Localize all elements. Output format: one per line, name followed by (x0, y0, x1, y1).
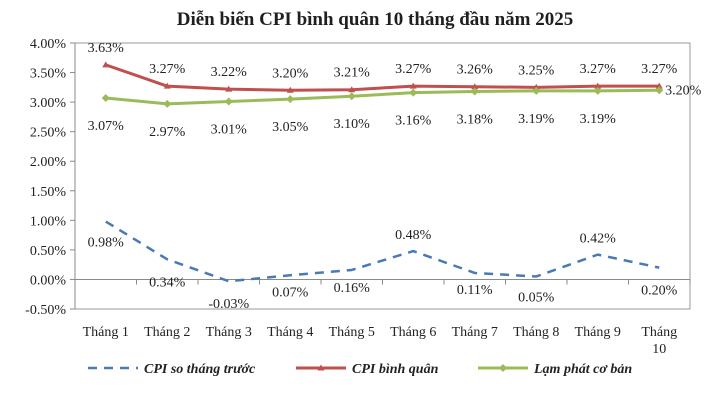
legend-label-1: CPI so tháng trước (144, 362, 256, 377)
point-marker (347, 92, 356, 101)
legend-label-2: CPI bình quân (352, 362, 439, 377)
data-label: 0.20% (641, 284, 678, 299)
data-label: 2.97% (149, 125, 186, 140)
data-label: 0.98% (88, 236, 125, 251)
x-tick-label: Tháng 3 (206, 325, 252, 340)
data-labels: 0.98% 0.34% -0.03% 0.07% 0.16% 0.48% 0.11% 0.05… (88, 41, 702, 312)
x-axis-ticks: Tháng 1 Tháng 2 Tháng 3 Tháng 4 Tháng 5 Tháng… (74, 279, 691, 357)
data-label: 3.20% (272, 66, 309, 81)
data-label: 3.19% (518, 112, 555, 127)
x-tick-label: Tháng 4 (267, 325, 313, 340)
y-tick-label: 0.00% (30, 273, 67, 288)
data-label: 3.22% (211, 65, 248, 80)
data-label: 3.27% (149, 62, 186, 77)
point-marker (471, 83, 479, 90)
point-marker (532, 86, 541, 95)
data-label: 3.20% (665, 83, 702, 98)
point-marker (594, 82, 602, 89)
x-tick-label: Tháng 8 (513, 325, 559, 340)
chart-title: Diễn biến CPI bình quân 10 tháng đầu năm… (177, 9, 574, 30)
series-line-3 (105, 88, 660, 106)
point-marker (348, 86, 356, 93)
legend-marker (499, 364, 507, 372)
x-tick-label: Tháng 5 (329, 325, 375, 340)
data-label: 0.07% (272, 285, 309, 300)
x-tick-label: Tháng 10 (641, 325, 677, 357)
point-marker (470, 87, 479, 96)
data-label: 3.10% (334, 117, 371, 132)
data-label: 3.07% (88, 119, 125, 134)
y-tick-label: 1.00% (30, 214, 67, 229)
x-tick-label: Tháng 7 (452, 325, 498, 340)
x-tick-label: Tháng 6 (390, 325, 436, 340)
data-label: 3.27% (641, 62, 678, 77)
y-tick-label: 3.00% (30, 96, 67, 111)
legend-label-3: Lạm phát cơ bản (533, 362, 632, 377)
data-label: 3.63% (88, 41, 125, 56)
series-line-1 (105, 220, 660, 283)
data-label: 3.16% (395, 114, 432, 129)
point-marker (409, 88, 418, 97)
point-marker (101, 93, 110, 102)
y-tick-label: 3.50% (30, 67, 67, 82)
data-label: 3.18% (457, 112, 494, 127)
point-marker (163, 82, 171, 89)
data-label: 3.27% (580, 62, 617, 77)
point-marker (224, 97, 233, 106)
data-label: 3.25% (518, 63, 555, 78)
data-label: 0.48% (395, 228, 432, 243)
data-label: 3.19% (580, 112, 617, 127)
data-label: 3.01% (211, 123, 248, 138)
point-marker (225, 85, 233, 92)
point-marker (532, 83, 540, 90)
data-label: 0.11% (457, 283, 493, 298)
point-marker (286, 95, 295, 104)
data-label: 0.05% (518, 290, 555, 305)
point-marker (163, 99, 172, 108)
x-tick-label: Tháng 9 (575, 325, 621, 340)
series-line-2 (105, 63, 660, 92)
data-label: 0.34% (149, 275, 186, 290)
point-marker (655, 86, 664, 95)
data-label: 0.16% (334, 281, 371, 296)
y-tick-label: 4.00% (30, 37, 67, 52)
point-marker (286, 86, 294, 93)
y-tick-label: 1.50% (30, 185, 67, 200)
y-tick-label: 0.50% (30, 244, 67, 259)
x-tick-label: Tháng 1 (83, 325, 129, 340)
series-layer (101, 61, 664, 283)
data-label: 0.42% (580, 232, 617, 247)
data-label: 3.21% (334, 66, 371, 81)
data-label: 3.05% (272, 120, 309, 135)
data-label: -0.03% (208, 297, 249, 312)
data-label: 3.26% (457, 63, 494, 78)
point-marker (409, 82, 417, 89)
legend: CPI so tháng trước CPI bình quân Lạm phát … (88, 362, 632, 377)
y-tick-label: 2.00% (30, 155, 67, 170)
legend-marker (317, 364, 325, 371)
point-marker (655, 82, 663, 89)
y-axis-ticks: -0.50% 0.00% 0.50% 1.00% 1.50% 2.00% 2.50% 3.00… (25, 37, 75, 318)
x-tick-label: Tháng 2 (144, 325, 190, 340)
y-tick-label: -0.50% (25, 303, 66, 318)
y-tick-label: 2.50% (30, 126, 67, 141)
data-label: 3.27% (395, 62, 432, 77)
point-marker (102, 61, 110, 68)
point-marker (593, 86, 602, 95)
